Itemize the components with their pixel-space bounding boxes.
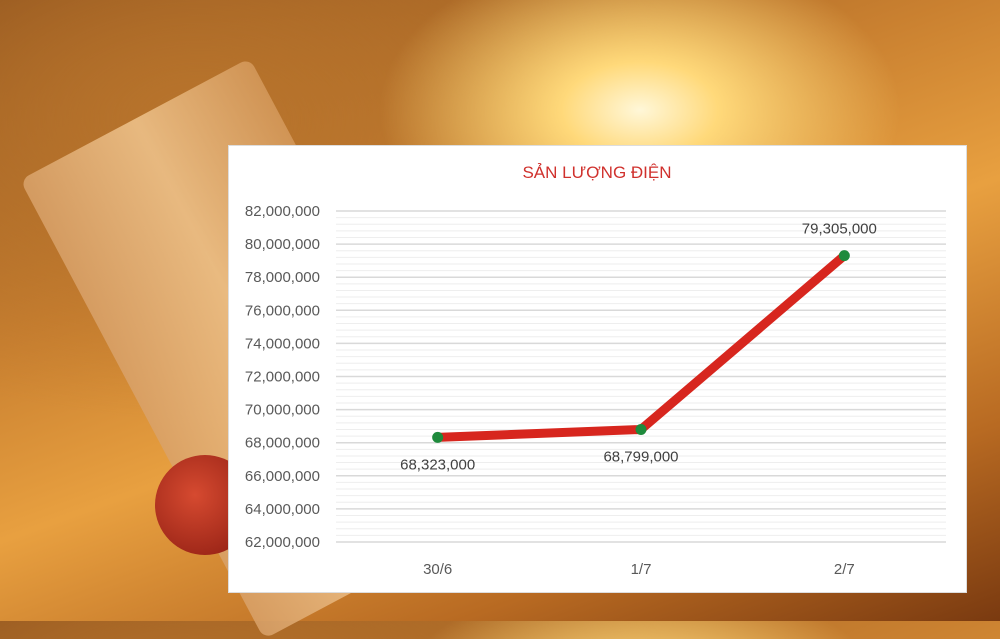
y-tick-label: 74,000,000 <box>245 335 320 352</box>
data-label: 68,323,000 <box>400 456 475 473</box>
y-tick-label: 66,000,000 <box>245 468 320 485</box>
data-point-marker <box>838 250 850 262</box>
y-tick-label: 82,000,000 <box>245 203 320 220</box>
data-label: 68,799,000 <box>603 448 678 465</box>
data-point-marker <box>432 431 444 443</box>
y-tick-label: 68,000,000 <box>245 435 320 452</box>
y-tick-label: 80,000,000 <box>245 236 320 253</box>
y-tick-label: 70,000,000 <box>245 402 320 419</box>
y-tick-label: 78,000,000 <box>245 269 320 286</box>
chart-panel: SẢN LƯỢNG ĐIỆN 62,000,000 64,000,000 66,00… <box>228 145 967 593</box>
x-tick-label: 30/6 <box>423 561 452 578</box>
line-chart: SẢN LƯỢNG ĐIỆN 62,000,000 64,000,000 66,00… <box>245 163 946 578</box>
x-tick-label: 1/7 <box>631 561 652 578</box>
y-tick-label: 62,000,000 <box>245 534 320 551</box>
x-tick-label: 2/7 <box>834 561 855 578</box>
y-tick-label: 72,000,000 <box>245 369 320 386</box>
data-label: 79,305,000 <box>802 221 877 238</box>
y-tick-label: 64,000,000 <box>245 501 320 518</box>
chart-title: SẢN LƯỢNG ĐIỆN <box>522 163 671 182</box>
data-point-marker <box>635 423 647 435</box>
y-tick-label: 76,000,000 <box>245 302 320 319</box>
